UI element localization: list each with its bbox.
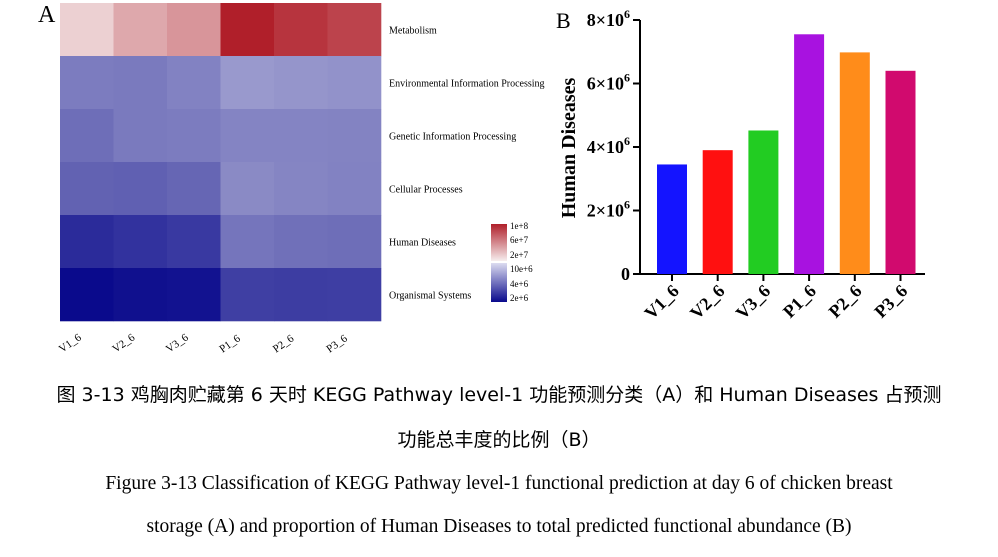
heatmap-cell bbox=[220, 215, 275, 269]
heatmap-cell bbox=[220, 162, 275, 216]
x-tick-label: P3_6 bbox=[870, 281, 911, 322]
heatmap-cell bbox=[167, 56, 221, 110]
heatmap-column-label: P3_6 bbox=[324, 332, 350, 355]
heatmap-cell bbox=[327, 162, 382, 216]
heatmap-cell bbox=[327, 268, 382, 322]
y-axis-label: Human Diseases bbox=[558, 78, 580, 219]
legend-color-bar bbox=[491, 224, 507, 261]
heatmap-color-legend: 1e+8 6e+7 2e+7 10e+6 4e+6 2e+6 bbox=[491, 221, 533, 303]
legend-tick-label: 2e+6 bbox=[510, 293, 529, 303]
heatmap-row-label: Organismal Systems bbox=[389, 291, 471, 302]
heatmap-column-labels: V1_6 V2_6 V3_6 P1_6 P2_6 P3_6 bbox=[57, 331, 350, 355]
heatmap-cell bbox=[60, 162, 114, 216]
legend-tick-label: 4e+6 bbox=[510, 279, 529, 289]
heatmap-column-label: V2_6 bbox=[110, 331, 137, 355]
heatmap-row-labels: Metabolism Environmental Information Proc… bbox=[389, 26, 545, 302]
heatmap-cell bbox=[220, 56, 275, 110]
heatmap-cell bbox=[167, 162, 221, 216]
heatmap-row-label: Environmental Information Processing bbox=[389, 79, 545, 90]
heatmap-cell bbox=[113, 3, 168, 57]
legend-color-bar bbox=[491, 263, 507, 302]
heatmap-cell bbox=[274, 109, 328, 163]
heatmap-cell bbox=[60, 109, 114, 163]
y-tick-label: 6×106 bbox=[587, 71, 630, 94]
caption-english-line-2: storage (A) and proportion of Human Dise… bbox=[146, 516, 852, 537]
heatmap-cells bbox=[60, 3, 382, 322]
x-tick-label: V3_6 bbox=[732, 281, 774, 323]
heatmap-cell bbox=[274, 268, 328, 322]
legend-tick-label: 1e+8 bbox=[510, 221, 529, 231]
heatmap-column-label: V1_6 bbox=[57, 331, 84, 355]
heatmap-cell bbox=[113, 56, 168, 110]
heatmap-cell bbox=[274, 56, 328, 110]
heatmap-cell bbox=[113, 109, 168, 163]
heatmap-row-label: Metabolism bbox=[389, 26, 437, 37]
heatmap-chart: Metabolism Environmental Information Proc… bbox=[38, 2, 545, 355]
heatmap-cell bbox=[167, 268, 221, 322]
x-tick-label: P2_6 bbox=[825, 281, 866, 322]
bar-series bbox=[657, 34, 916, 275]
heatmap-cell bbox=[167, 215, 221, 269]
heatmap-cell bbox=[274, 162, 328, 216]
bar bbox=[657, 164, 687, 274]
x-tick-label: V1_6 bbox=[640, 281, 682, 323]
heatmap-cell bbox=[60, 56, 114, 110]
heatmap-cell bbox=[113, 268, 168, 322]
y-tick-label: 4×106 bbox=[587, 134, 630, 157]
y-tick-label: 2×106 bbox=[587, 198, 630, 221]
bar bbox=[702, 150, 733, 274]
legend-tick-label: 6e+7 bbox=[510, 235, 529, 245]
caption-english-line-1: Figure 3-13 Classification of KEGG Pathw… bbox=[105, 473, 893, 494]
heatmap-cell bbox=[327, 56, 382, 110]
panel-label-b: B bbox=[556, 8, 571, 33]
heatmap-row-label: Genetic Information Processing bbox=[389, 132, 516, 143]
heatmap-column-label: P2_6 bbox=[271, 332, 297, 355]
y-tick-label: 8×106 bbox=[587, 7, 630, 30]
legend-tick-label: 10e+6 bbox=[510, 264, 533, 274]
bar bbox=[794, 34, 825, 274]
heatmap-cell bbox=[60, 268, 114, 322]
heatmap-column-label: V3_6 bbox=[164, 331, 191, 355]
heatmap-cell bbox=[60, 3, 114, 57]
heatmap-cell bbox=[327, 109, 382, 163]
heatmap-cell bbox=[274, 3, 328, 57]
heatmap-cell bbox=[167, 3, 221, 57]
x-tick-label: V2_6 bbox=[686, 281, 728, 323]
heatmap-row-label: Human Diseases bbox=[389, 238, 456, 249]
heatmap-cell bbox=[274, 215, 328, 269]
heatmap-cell bbox=[220, 109, 275, 163]
heatmap-cell bbox=[167, 109, 221, 163]
heatmap-cell bbox=[60, 215, 114, 269]
caption-chinese-line-1: 图 3-13 鸡胸肉贮藏第 6 天时 KEGG Pathway level-1 … bbox=[56, 384, 942, 406]
y-tick-label: 0 bbox=[621, 264, 630, 284]
y-tick-labels: 0 2×106 4×106 6×106 8×106 bbox=[587, 7, 630, 284]
bar bbox=[839, 52, 870, 275]
heatmap-cell bbox=[113, 162, 168, 216]
bar bbox=[748, 130, 779, 274]
panel-label-a: A bbox=[38, 2, 56, 28]
heatmap-cell bbox=[220, 268, 275, 322]
heatmap-row-label: Cellular Processes bbox=[389, 185, 463, 196]
bar-chart: 0 2×106 4×106 6×106 8×106 V1_6 V2_6 V3_6 P1_6 P2… bbox=[556, 7, 925, 323]
heatmap-cell bbox=[220, 3, 275, 57]
heatmap-cell bbox=[327, 215, 382, 269]
heatmap-cell bbox=[327, 3, 382, 57]
heatmap-column-label: P1_6 bbox=[217, 332, 243, 355]
caption-chinese-line-2: 功能总丰度的比例（B） bbox=[397, 429, 601, 451]
legend-tick-label: 2e+7 bbox=[510, 250, 529, 260]
heatmap-cell bbox=[113, 215, 168, 269]
x-tick-labels: V1_6 V2_6 V3_6 P1_6 P2_6 P3_6 bbox=[640, 281, 911, 323]
x-tick-label: P1_6 bbox=[779, 281, 820, 322]
bar bbox=[885, 70, 916, 274]
